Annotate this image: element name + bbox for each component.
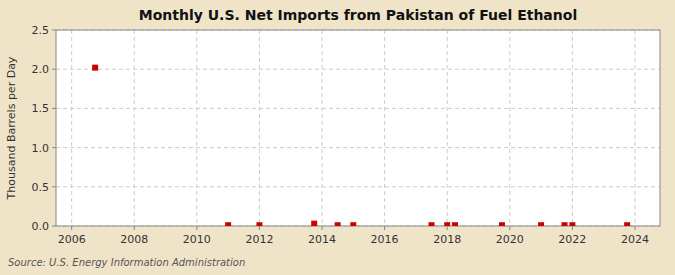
point [499, 222, 505, 226]
tick-label: 2.0 [32, 63, 50, 76]
tick [322, 226, 323, 230]
tick [384, 226, 385, 230]
tick [447, 226, 448, 230]
tick [196, 226, 197, 230]
grid-line [134, 30, 135, 226]
point [569, 222, 575, 226]
tick-label: 2022 [558, 233, 586, 246]
tick-label: 0.5 [32, 181, 50, 194]
title: Monthly U.S. Net Imports from Pakistan o… [139, 7, 577, 23]
point [311, 221, 317, 226]
tick-label: 2024 [621, 233, 649, 246]
point [350, 222, 356, 226]
grid-line [259, 30, 260, 226]
grid-line [56, 186, 660, 187]
tick-label: 2.5 [32, 24, 50, 37]
tick-label: 1.0 [32, 142, 50, 155]
tick-label: 2014 [308, 233, 336, 246]
tick-label: 2010 [183, 233, 211, 246]
grid-line [71, 30, 72, 226]
tick [134, 226, 135, 230]
tick [52, 186, 56, 187]
grid [56, 30, 660, 226]
point [538, 222, 544, 226]
tick [52, 108, 56, 109]
plot-frame [56, 30, 660, 226]
tick-label: 0.0 [32, 220, 50, 233]
tick [52, 226, 56, 227]
points [92, 65, 630, 226]
tick [52, 147, 56, 148]
tick-label: 2006 [58, 233, 86, 246]
grid-line [634, 30, 635, 226]
tick [634, 226, 635, 230]
axes: 0.0 0.5 1.0 1.5 2.0 2.5 2006 2008 2010 2012 2014 20… [32, 24, 649, 246]
point [92, 65, 98, 71]
grid-line [56, 147, 660, 148]
point [624, 222, 630, 226]
point [452, 222, 458, 226]
grid-line [509, 30, 510, 226]
tick [509, 226, 510, 230]
tick [572, 226, 573, 230]
grid-line [56, 108, 660, 109]
grid-line [322, 30, 323, 226]
point [562, 222, 568, 226]
tick-label: 2008 [120, 233, 148, 246]
point [444, 222, 450, 226]
tick [259, 226, 260, 230]
tick-label: 2016 [371, 233, 399, 246]
grid-line [384, 30, 385, 226]
tick [52, 69, 56, 70]
point [225, 222, 231, 226]
tick [71, 226, 72, 230]
grid-line [447, 30, 448, 226]
source: Source: U.S. Energy Information Administ… [8, 257, 245, 268]
grid-line [56, 69, 660, 70]
tick-label: 1.5 [32, 102, 50, 115]
point [335, 222, 341, 226]
grid-line [572, 30, 573, 226]
chart: 0.0 0.5 1.0 1.5 2.0 2.5 2006 2008 2010 2012 2014 20… [0, 0, 675, 275]
tick-label: 2020 [496, 233, 524, 246]
plot-background [56, 30, 660, 226]
tick-label: 2012 [245, 233, 273, 246]
tick-label: 2018 [433, 233, 461, 246]
tick [52, 30, 56, 31]
point [429, 222, 435, 226]
point [256, 222, 262, 226]
grid-line [196, 30, 197, 226]
axis-label: Thousand Barrels per Day [5, 56, 18, 200]
